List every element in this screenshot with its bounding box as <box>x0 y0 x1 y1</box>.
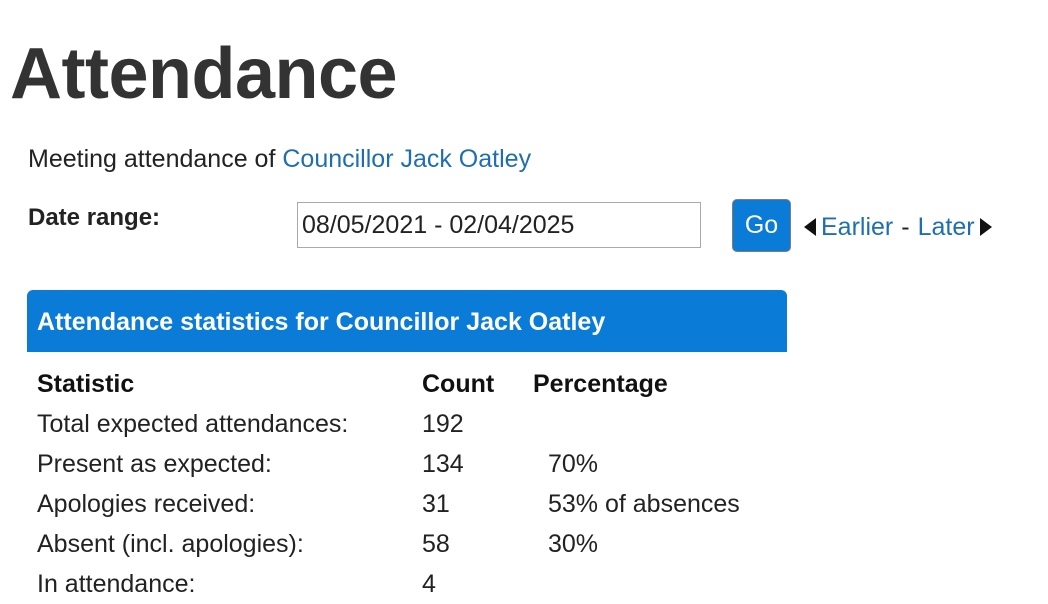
count-cell: 134 <box>422 449 464 478</box>
councillor-link[interactable]: Councillor Jack Oatley <box>282 145 532 173</box>
table-header-row: Statistic Count Percentage <box>28 364 793 404</box>
percentage-cell <box>533 564 793 604</box>
statistic-cell: Absent (incl. apologies): <box>37 529 304 558</box>
statistic-cell: In attendance: <box>37 569 196 598</box>
count-cell: 192 <box>422 409 464 438</box>
page-title: Attendance <box>10 34 398 114</box>
date-range-label: Date range: <box>28 204 161 231</box>
statistic-cell: Total expected attendances: <box>37 409 349 438</box>
table-row: Absent (incl. apologies): 58 30% <box>28 524 793 564</box>
table-row: Present as expected: 134 70% <box>28 444 793 484</box>
count-cell: 4 <box>422 569 436 598</box>
percentage-cell: 53% of absences <box>548 489 740 518</box>
statistic-cell: Apologies received: <box>37 489 256 518</box>
column-header-count: Count <box>422 369 495 398</box>
table-row: Apologies received: 31 53% of absences <box>28 484 793 524</box>
statistic-cell: Present as expected: <box>37 449 272 478</box>
percentage-cell: 70% <box>548 449 599 478</box>
stats-panel-header: Attendance statistics for Councillor Jac… <box>27 290 787 352</box>
attendance-stats-table: Statistic Count Percentage Total expecte… <box>28 364 793 604</box>
go-button[interactable]: Go <box>732 199 791 252</box>
count-cell: 58 <box>422 529 450 558</box>
table-row: Total expected attendances: 192 <box>28 404 793 444</box>
column-header-percentage: Percentage <box>533 369 668 398</box>
percentage-cell <box>533 404 793 444</box>
attendance-intro: Meeting attendance of Councillor Jack Oa… <box>28 144 531 174</box>
intro-text: Meeting attendance of <box>28 145 283 173</box>
earlier-link[interactable]: Earlier <box>821 213 894 241</box>
column-header-statistic: Statistic <box>37 369 135 398</box>
percentage-cell: 30% <box>548 529 599 558</box>
triangle-left-icon[interactable] <box>804 218 816 236</box>
date-pager: Earlier - Later <box>804 212 992 242</box>
count-cell: 31 <box>422 489 450 518</box>
date-range-input[interactable] <box>297 202 701 248</box>
later-link[interactable]: Later <box>917 213 975 241</box>
triangle-right-icon[interactable] <box>979 218 992 236</box>
pager-separator: - <box>901 213 910 241</box>
table-row: In attendance: 4 <box>28 564 793 604</box>
